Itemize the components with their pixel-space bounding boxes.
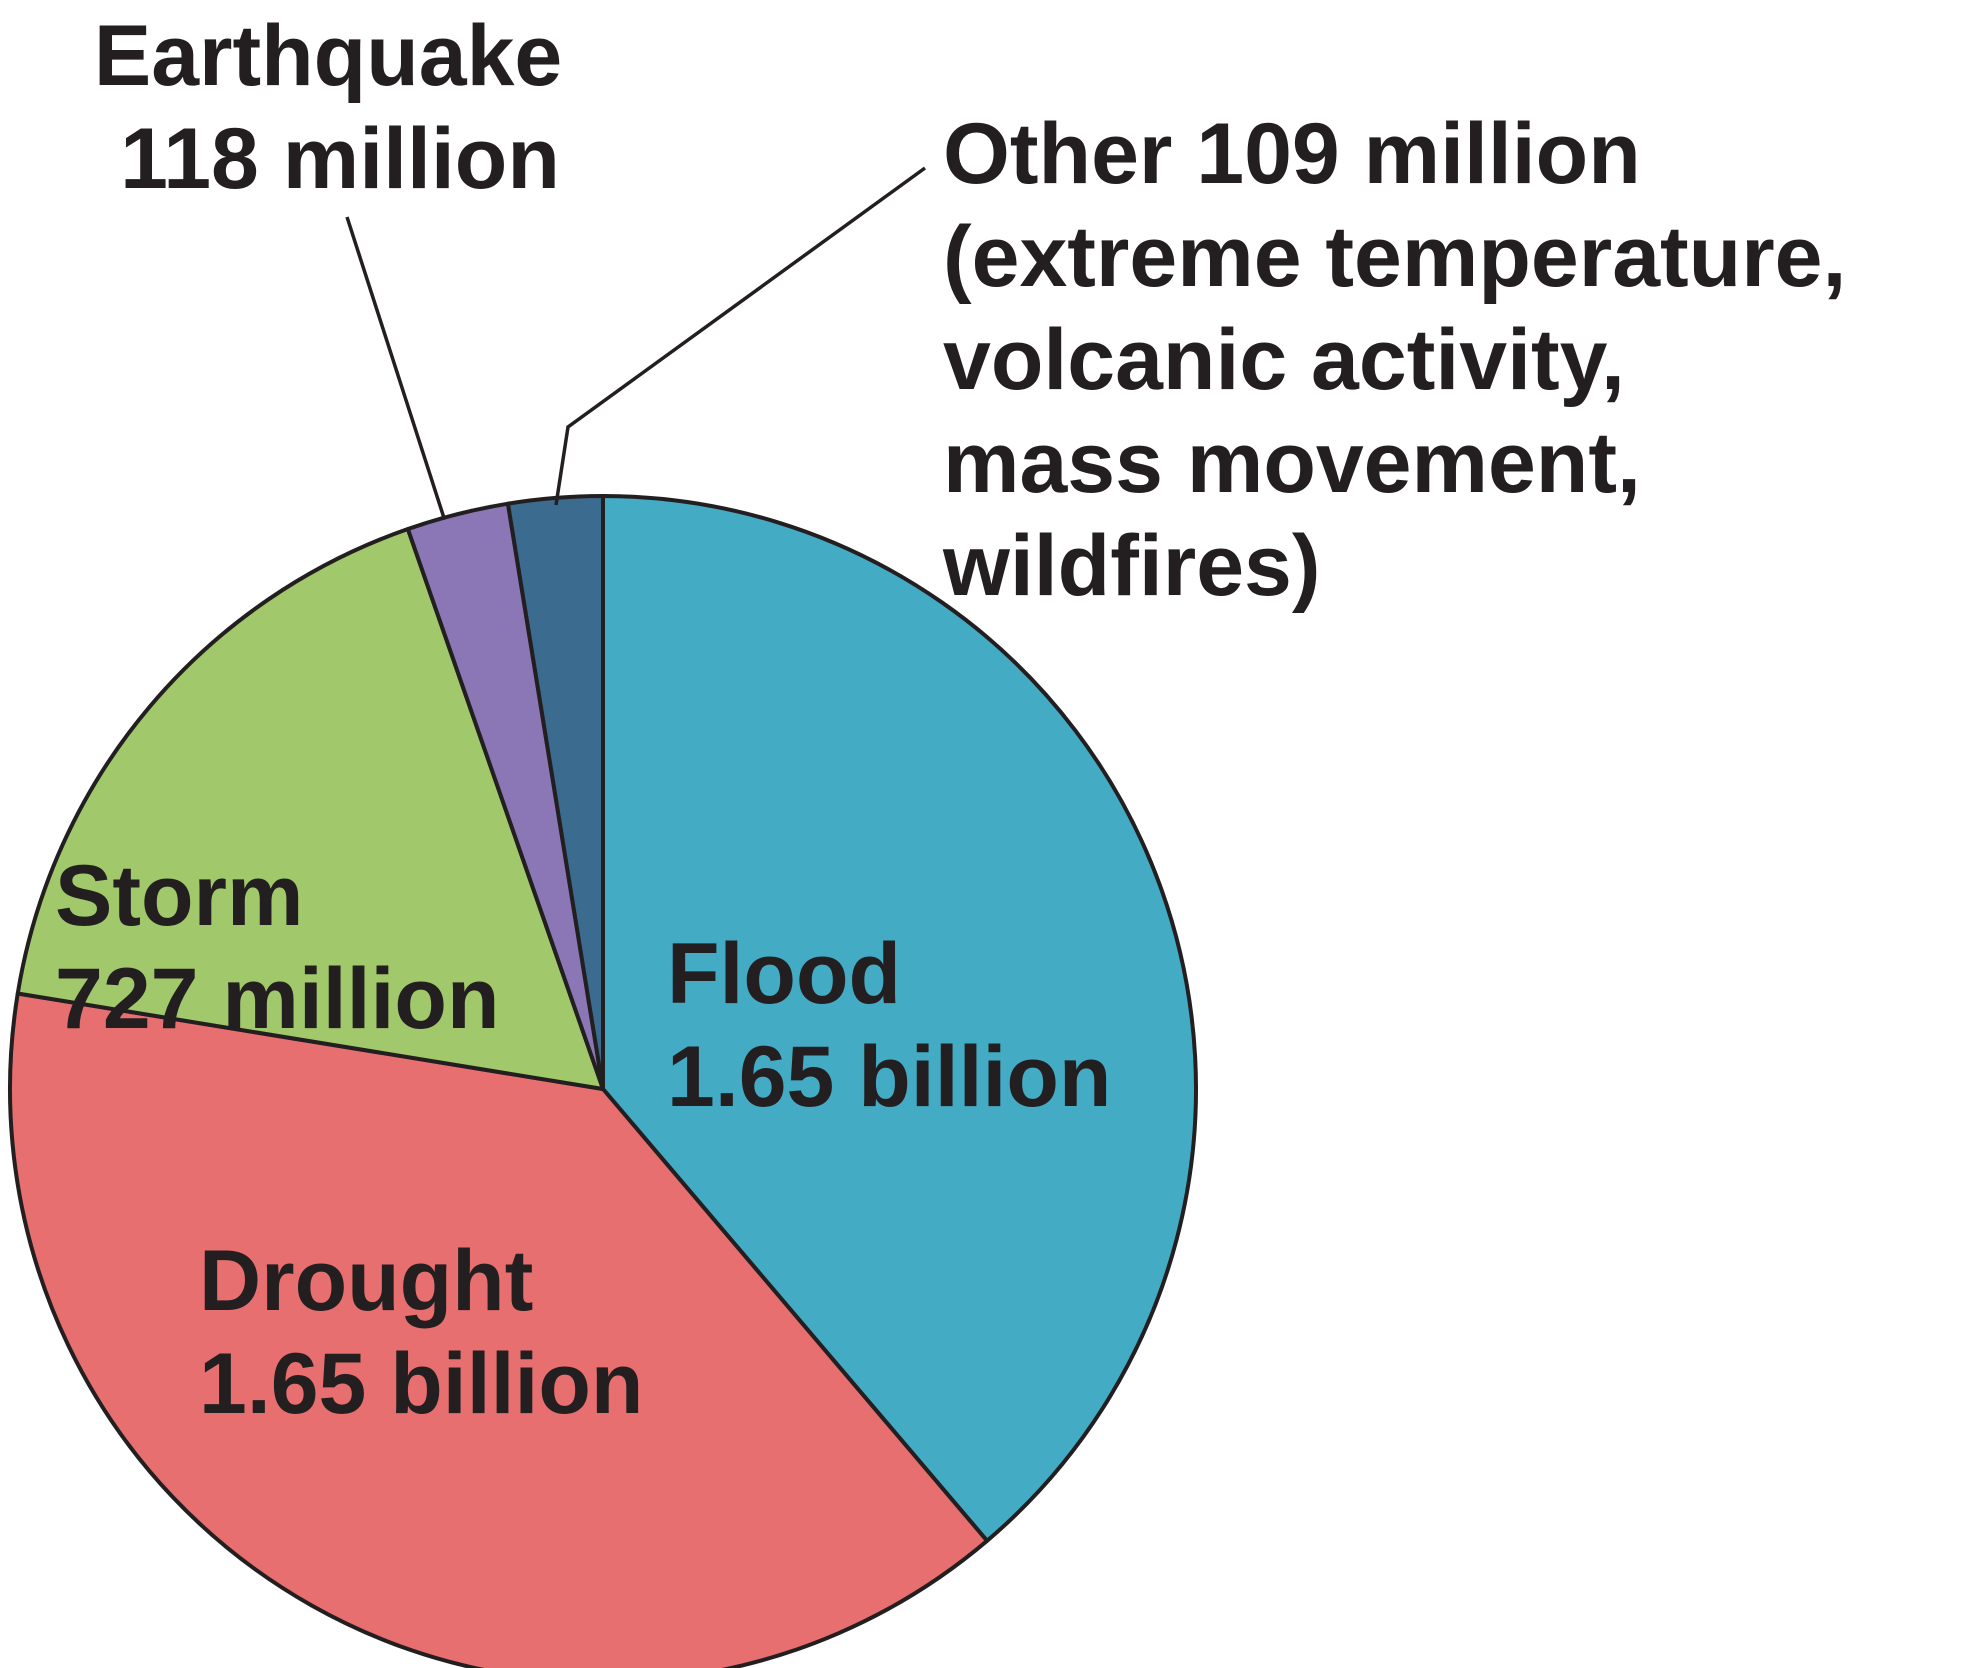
drought-label: Drought 1.65 billion bbox=[199, 1233, 643, 1432]
earthquake-label-name: Earthquake bbox=[94, 8, 562, 104]
flood-label: Flood 1.65 billion bbox=[667, 926, 1111, 1125]
other-label-line-4: mass movement, bbox=[943, 415, 1641, 511]
flood-label-name: Flood bbox=[667, 926, 901, 1022]
other-label: Other 109 million (extreme temperature, … bbox=[942, 106, 1870, 614]
flood-label-value: 1.65 billion bbox=[667, 1029, 1111, 1125]
earthquake-label-value: 118 million bbox=[120, 111, 560, 207]
storm-label: Storm 727 million bbox=[55, 848, 500, 1047]
other-label-line-3: volcanic activity, bbox=[943, 312, 1625, 408]
other-label-line-5: wildfires) bbox=[942, 518, 1321, 614]
drought-label-name: Drought bbox=[199, 1233, 533, 1329]
other-label-line-2: (extreme temperature, bbox=[943, 209, 1846, 305]
earthquake-label: Earthquake 118 million bbox=[94, 8, 586, 207]
pie-slices bbox=[8, 494, 1198, 1668]
storm-label-value: 727 million bbox=[55, 951, 500, 1047]
drought-label-value: 1.65 billion bbox=[199, 1336, 643, 1432]
other-leader-line bbox=[554, 166, 927, 506]
pie-slice-storm bbox=[15, 527, 605, 1091]
earthquake-leader-line bbox=[345, 216, 446, 519]
storm-label-name: Storm bbox=[55, 848, 303, 944]
other-label-line-1: Other 109 million bbox=[943, 106, 1641, 202]
pie-slice-flood bbox=[601, 494, 1198, 1543]
pie-slice-drought bbox=[8, 991, 990, 1668]
